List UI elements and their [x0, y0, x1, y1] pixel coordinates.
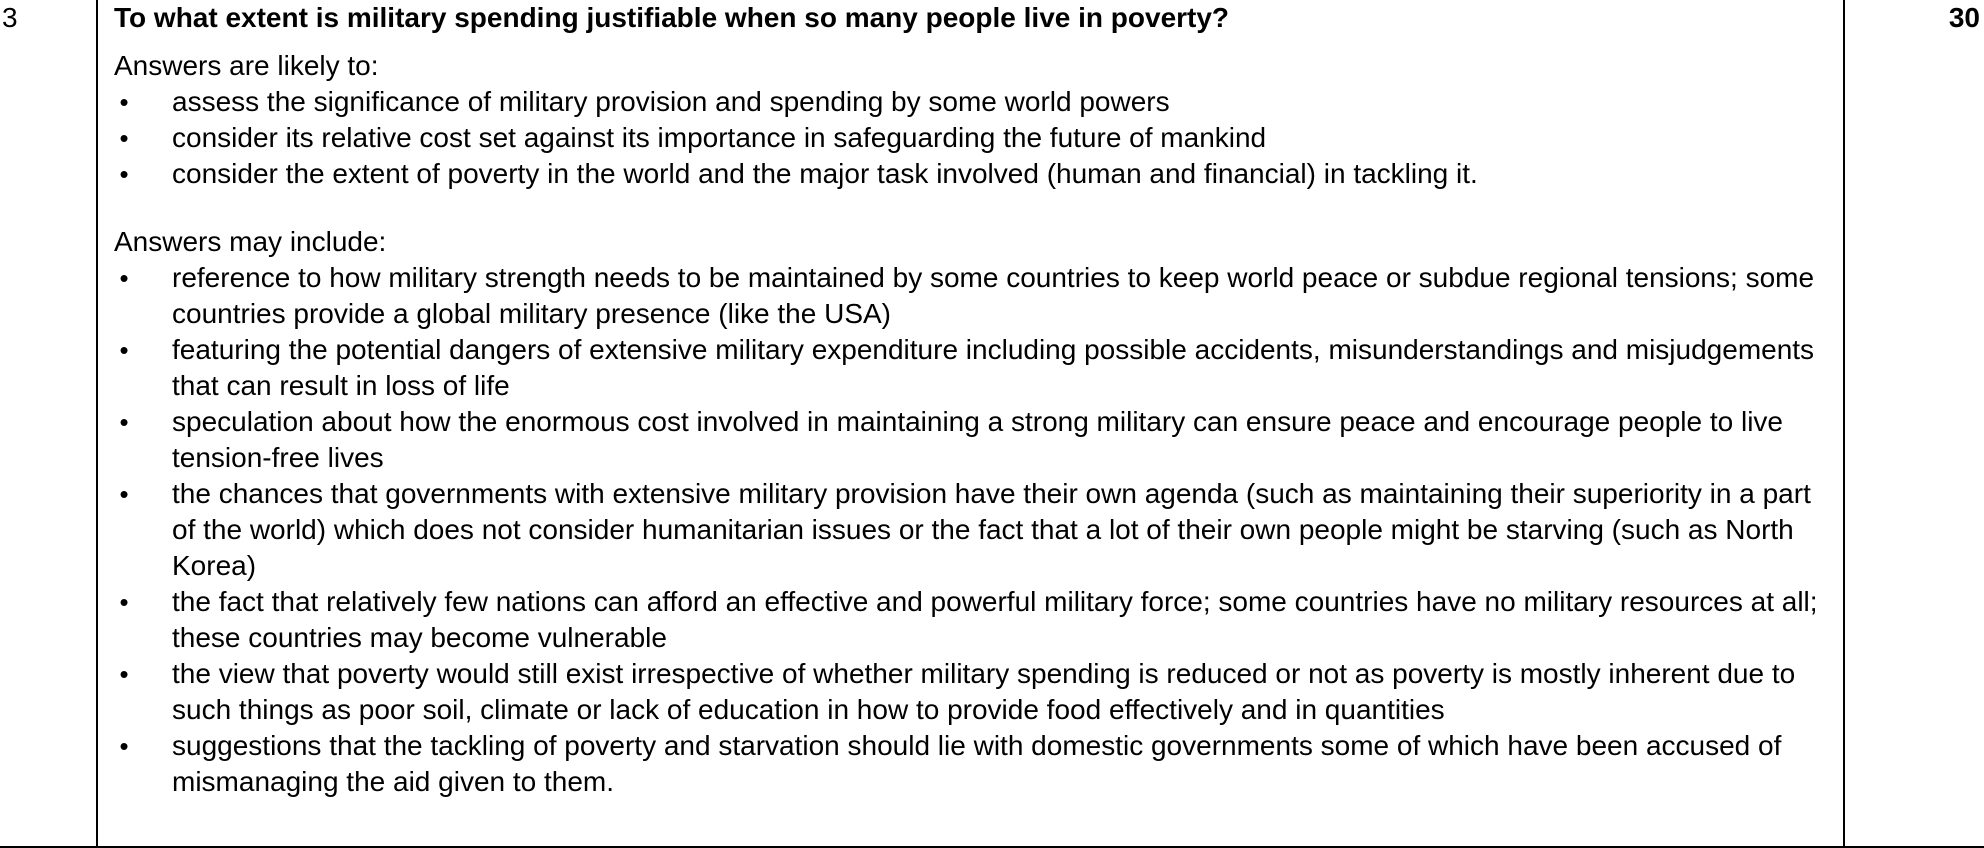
- list-item-text: consider the extent of poverty in the wo…: [172, 158, 1478, 189]
- list-item: • the view that poverty would still exist…: [114, 656, 1824, 728]
- list-item: • the fact that relatively few nations ca…: [114, 584, 1824, 656]
- answer-guidance-cell: To what extent is military spending just…: [98, 0, 1843, 846]
- bullet-icon: •: [119, 407, 129, 437]
- list-item: • consider its relative cost set against …: [114, 120, 1824, 156]
- bullet-icon: •: [119, 479, 129, 509]
- list-item: • consider the extent of poverty in the w…: [114, 156, 1824, 192]
- list-item-text: consider its relative cost set against i…: [172, 122, 1267, 153]
- bullet-icon: •: [119, 123, 129, 153]
- list-item-text: assess the significance of military prov…: [172, 86, 1170, 117]
- marks-value: 30: [1948, 2, 1980, 33]
- list-item: • reference to how military strength need…: [114, 260, 1824, 332]
- bullet-icon: •: [119, 731, 129, 761]
- list-item: • the chances that governments with exten…: [114, 476, 1824, 584]
- bullet-icon: •: [119, 87, 129, 117]
- list-item-text: speculation about how the enormous cost …: [172, 406, 1783, 473]
- marks-cell: 30: [1843, 0, 1984, 846]
- list-item-text: the view that poverty would still exist …: [172, 658, 1796, 725]
- likely-intro: Answers are likely to:: [114, 50, 379, 81]
- list-item-text: reference to how military strength needs…: [172, 262, 1815, 329]
- answer-guidance: To what extent is military spending just…: [114, 1, 1824, 800]
- bullet-icon: •: [119, 159, 129, 189]
- list-item-text: the chances that governments with extens…: [172, 478, 1811, 581]
- bullet-icon: •: [119, 335, 129, 365]
- list-item-text: featuring the potential dangers of exten…: [172, 334, 1815, 401]
- list-item-text: suggestions that the tackling of poverty…: [172, 730, 1782, 797]
- likely-bullet-list: • assess the significance of military pro…: [114, 84, 1824, 192]
- list-item: • assess the significance of military pro…: [114, 84, 1824, 120]
- question-number: 3: [2, 2, 18, 33]
- may-include-bullet-list: • reference to how military strength need…: [114, 260, 1824, 800]
- bullet-icon: •: [119, 587, 129, 617]
- bullet-icon: •: [119, 263, 129, 293]
- question-text: To what extent is military spending just…: [114, 2, 1230, 33]
- list-item-text: the fact that relatively few nations can…: [172, 586, 1818, 653]
- list-item: • suggestions that the tackling of povert…: [114, 728, 1824, 800]
- list-item: • featuring the potential dangers of exte…: [114, 332, 1824, 404]
- question-number-cell: 3: [0, 0, 98, 846]
- may-include-intro: Answers may include:: [114, 226, 387, 257]
- bullet-icon: •: [119, 659, 129, 689]
- list-item: • speculation about how the enormous cost…: [114, 404, 1824, 476]
